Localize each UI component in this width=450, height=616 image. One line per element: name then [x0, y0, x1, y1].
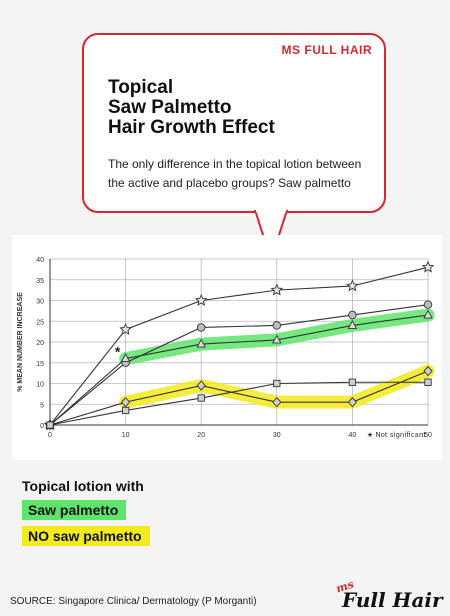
data-point-circle: [423, 300, 433, 309]
y-axis-label: % MEAN NUMBER INCREASE: [17, 292, 24, 392]
source-note: SOURCE: Singapore Clinica/ Dermatology (…: [10, 596, 257, 607]
y-tick-label: 25: [36, 319, 44, 326]
data-point-triangle: [120, 353, 131, 363]
data-point-diamond: [272, 396, 282, 408]
y-tick-label: 30: [36, 299, 44, 306]
x-tick-label: 0: [48, 432, 52, 439]
title-line-3: Hair Growth Effect: [108, 117, 275, 138]
significance-mark: *: [115, 343, 121, 359]
title-line-1: Topical: [108, 77, 174, 98]
title-line-2: Saw Palmetto: [108, 97, 232, 118]
y-tick-label: 15: [36, 361, 44, 368]
data-point-diamond: [120, 396, 131, 408]
data-point-star: [119, 322, 132, 335]
data-point-square: [348, 378, 357, 386]
series-line-triangle: [49, 314, 429, 426]
data-point-circle: [272, 321, 282, 330]
callout-bubble: MS FULL HAIR Topical Saw Palmetto Hair G…: [82, 33, 386, 213]
data-point-star: [421, 260, 435, 273]
y-tick-label: 5: [40, 402, 44, 409]
data-point-triangle: [347, 319, 358, 329]
x-tick-label: 40: [349, 432, 357, 439]
data-point-square: [424, 378, 432, 386]
x-tick-label: 20: [197, 432, 205, 439]
data-point-circle: [348, 310, 357, 320]
legend-item-no-saw-palmetto: NO saw palmetto: [22, 526, 150, 546]
data-point-square: [273, 379, 281, 388]
data-point-star: [194, 293, 208, 306]
data-point-diamond: [423, 365, 433, 377]
data-point-square: [121, 406, 130, 415]
brand-tag: MS FULL HAIR: [281, 43, 372, 57]
y-tick-label: 10: [36, 382, 44, 389]
logo-main-text: Full Hair: [342, 588, 443, 612]
data-point-triangle: [423, 309, 433, 319]
series-line-diamond: [49, 370, 429, 426]
line-chart: 0 5 10 15 20 25 30 35 40 0 10 20 30 40 50 % MEAN NUMBER…: [17, 257, 435, 439]
y-tick-label: 40: [36, 257, 44, 264]
data-point-diamond: [196, 380, 206, 391]
x-tick-label: 30: [273, 432, 281, 439]
not-significant-note: ★ Not significant: [367, 431, 426, 439]
chart-panel: 0 5 10 15 20 25 30 35 40 0 10 20 30 40 50 % MEAN NUMBER…: [12, 235, 442, 460]
data-point-circle: [196, 323, 206, 332]
y-tick-label: 35: [36, 278, 44, 285]
x-tick-label: 10: [122, 432, 130, 439]
page-title: Topical Saw Palmetto Hair Growth Effect: [108, 78, 275, 138]
data-point-diamond: [347, 396, 358, 408]
data-point-triangle: [272, 334, 282, 344]
legend-item-saw-palmetto: Saw palmetto: [22, 500, 127, 520]
data-point-square: [46, 421, 54, 429]
legend: Topical lotion with Saw palmetto NO saw …: [22, 478, 150, 552]
data-point-star: [270, 283, 284, 296]
data-point-star: [346, 279, 359, 292]
series-line-square: [49, 381, 428, 426]
subtitle: The only difference in the topical lotio…: [108, 157, 362, 190]
data-point-square: [197, 394, 205, 402]
data-point-triangle: [196, 338, 206, 348]
y-tick-label: 0: [40, 423, 44, 430]
y-tick-label: 20: [36, 340, 44, 347]
x-tick-label: 50: [424, 432, 432, 439]
series-line-star: [49, 266, 429, 426]
series-line-circle: [49, 304, 429, 426]
legend-title: Topical lotion with: [22, 478, 144, 494]
